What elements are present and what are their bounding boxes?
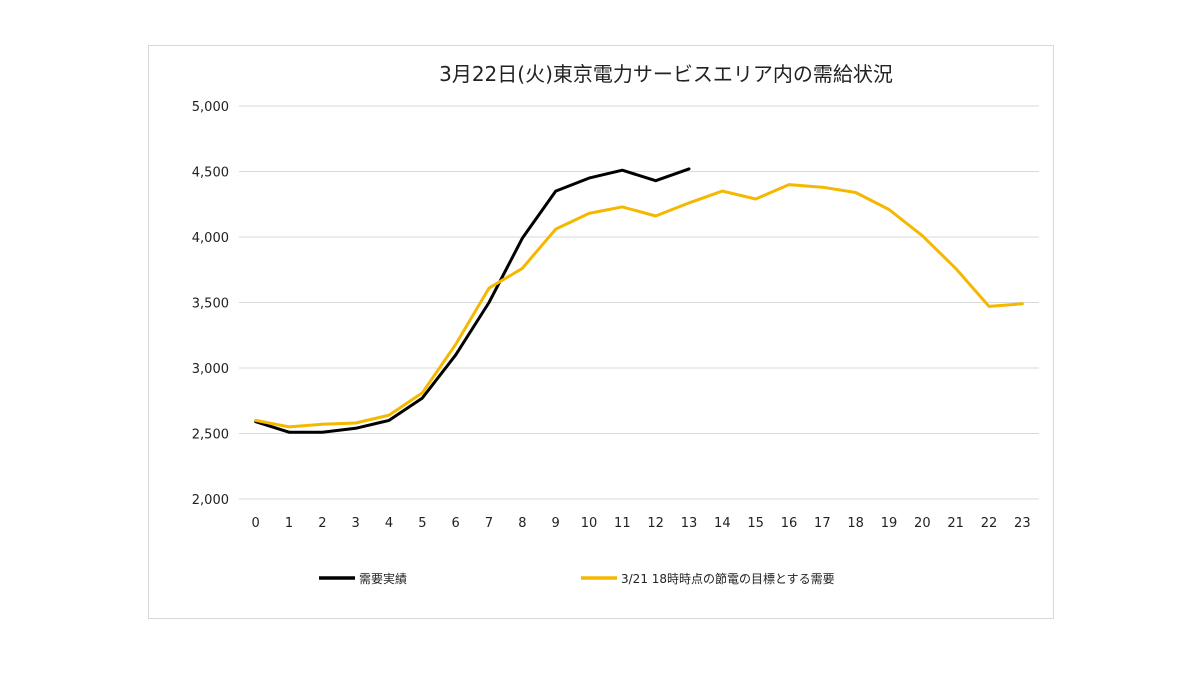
y-tick-label: 2,000 [192, 493, 229, 508]
legend: 需要実績 3/21 18時時点の節電の目標とする需要 [319, 571, 835, 586]
x-tick-label: 10 [581, 516, 598, 531]
x-tick-label: 6 [452, 516, 460, 531]
x-tick-label: 17 [814, 516, 831, 531]
chart-title: 3月22日(火)東京電力サービスエリア内の需給状況 [439, 62, 893, 86]
legend-label-2: 3/21 18時時点の節電の目標とする需要 [621, 571, 835, 586]
x-tick-label: 14 [714, 516, 731, 531]
y-tick-label: 3,500 [192, 297, 229, 312]
x-tick-label: 23 [1014, 516, 1031, 531]
x-tick-label: 4 [385, 516, 393, 531]
gridlines [239, 105, 1039, 500]
chart-frame: 3月22日(火)東京電力サービスエリア内の需給状況 2,000 2,500 3,00… [148, 45, 1054, 619]
x-tick-label: 2 [318, 516, 326, 531]
y-tick-label: 4,000 [192, 231, 229, 246]
legend-label-1: 需要実績 [359, 571, 407, 586]
x-tick-label: 19 [881, 516, 898, 531]
x-tick-label: 0 [252, 516, 260, 531]
x-tick-label: 16 [781, 516, 798, 531]
x-tick-label: 11 [614, 516, 631, 531]
x-tick-label: 15 [747, 516, 764, 531]
line-chart: 3月22日(火)東京電力サービスエリア内の需給状況 2,000 2,500 3,00… [192, 62, 1039, 586]
x-tick-label: 22 [981, 516, 998, 531]
y-tick-label: 3,000 [192, 362, 229, 377]
x-tick-label: 3 [352, 516, 360, 531]
y-tick-label: 2,500 [192, 428, 229, 443]
series-lines [254, 167, 1024, 434]
x-tick-label: 13 [681, 516, 698, 531]
y-axis-tick-labels: 2,000 2,500 3,000 3,500 4,000 4,500 5,000 [192, 100, 229, 508]
x-tick-label: 12 [647, 516, 664, 531]
x-tick-label: 20 [914, 516, 931, 531]
x-tick-label: 21 [947, 516, 964, 531]
x-tick-label: 9 [552, 516, 560, 531]
x-tick-label: 5 [418, 516, 426, 531]
y-tick-label: 4,500 [192, 166, 229, 181]
y-tick-label: 5,000 [192, 100, 229, 115]
x-tick-label: 18 [847, 516, 864, 531]
x-tick-label: 7 [485, 516, 493, 531]
x-axis-tick-labels: 0 1 2 3 4 5 6 7 8 9 10 11 12 13 14 15 16 17 18 19 20 21 22 23 [252, 516, 1031, 531]
series-line-2 [254, 183, 1024, 429]
series-line-1 [254, 167, 691, 434]
x-tick-label: 1 [285, 516, 293, 531]
x-tick-label: 8 [518, 516, 526, 531]
